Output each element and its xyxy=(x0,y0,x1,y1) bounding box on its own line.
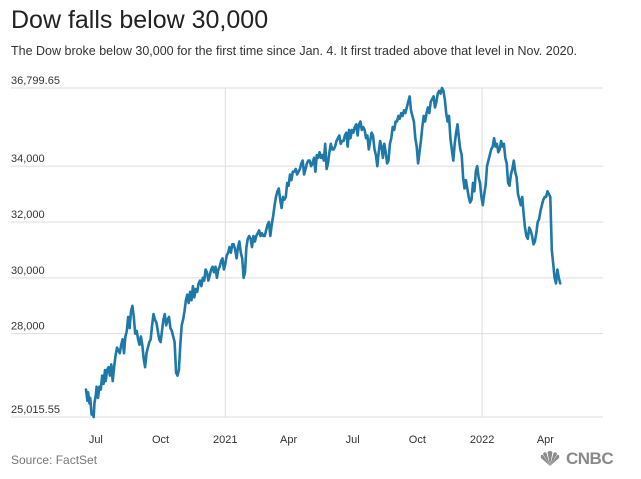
x-tick-label: Oct xyxy=(409,434,426,446)
y-tick-label: 30,000 xyxy=(11,265,45,277)
chart-title: Dow falls below 30,000 xyxy=(11,6,269,34)
chart-subtitle: The Dow broke below 30,000 for the first… xyxy=(11,44,578,58)
source-note: Source: FactSet xyxy=(11,453,98,467)
x-axis: Jul Oct 2021 Apr Jul Oct 2022 Apr xyxy=(89,434,554,446)
peacock-icon xyxy=(540,451,560,466)
grid-layer xyxy=(11,87,603,418)
y-tick-label: 32,000 xyxy=(11,209,45,221)
x-tick-label: Jul xyxy=(89,434,103,446)
x-tick-label: 2022 xyxy=(470,434,494,446)
series-layer xyxy=(84,86,562,419)
y-tick-label: 34,000 xyxy=(11,153,45,165)
y-tick-label: 25,015.55 xyxy=(11,404,60,416)
series-line-dow xyxy=(84,86,562,419)
cnbc-logo: CNBC xyxy=(538,449,614,469)
cnbc-wordmark: CNBC xyxy=(566,449,614,468)
x-tick-label: Apr xyxy=(537,434,554,446)
x-tick-label: Oct xyxy=(152,434,169,446)
x-tick-label: 2021 xyxy=(213,434,237,446)
x-tick-label: Apr xyxy=(280,434,297,446)
x-tick-label: Jul xyxy=(346,434,360,446)
y-tick-label: 36,799.65 xyxy=(11,75,60,87)
y-tick-label: 28,000 xyxy=(11,321,45,333)
y-axis: 36,799.65 34,000 32,000 30,000 28,000 25,015.… xyxy=(11,75,60,416)
